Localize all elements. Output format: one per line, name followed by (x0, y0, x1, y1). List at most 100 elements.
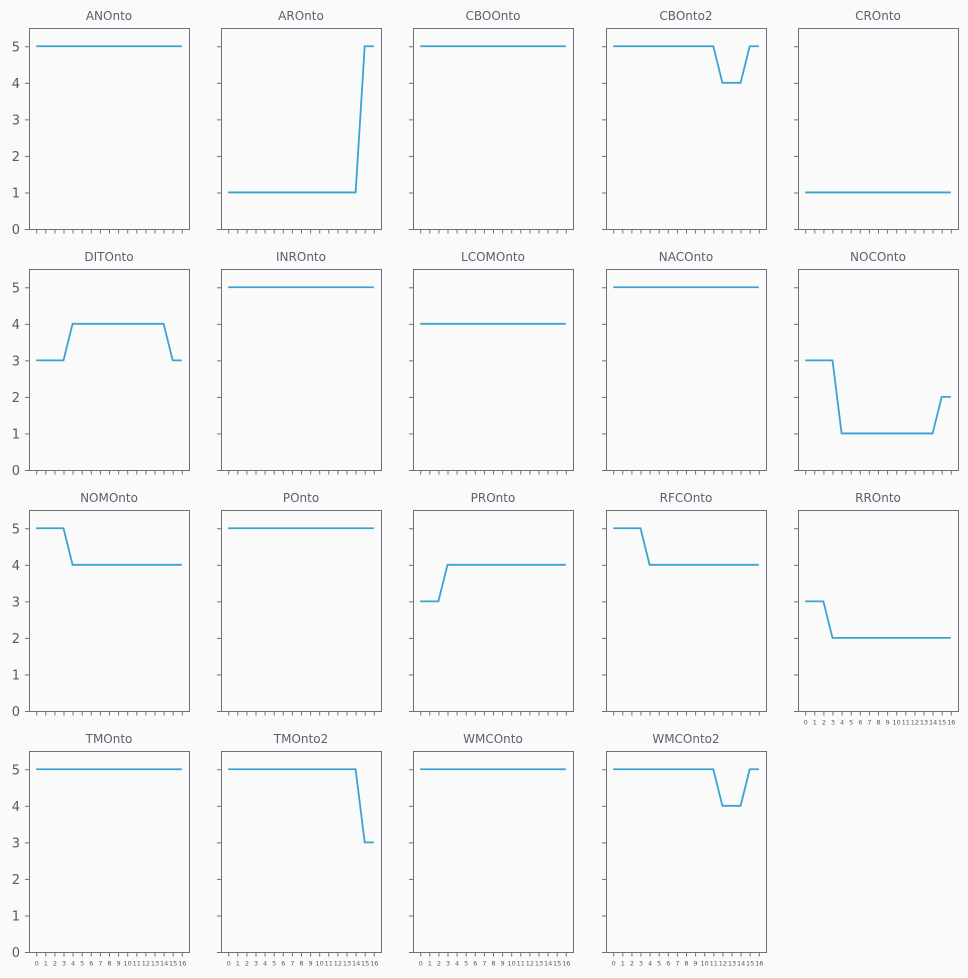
ytick-label: 1 (12, 909, 20, 924)
series-line (805, 359, 951, 435)
xtick-label: 13 (920, 719, 928, 727)
plot-frame (221, 269, 382, 471)
xtick-label: 10 (893, 719, 901, 727)
plot-frame (221, 510, 382, 712)
xtick-label: 8 (299, 960, 303, 968)
ytick-label: 3 (12, 113, 20, 128)
ytick-label: 2 (12, 873, 20, 888)
plot-frame (606, 269, 767, 471)
panel-nomonto: NOMOnto 0 1 2 3 4 5 (12, 491, 190, 720)
panel-aronto: AROnto (217, 9, 382, 234)
xtick-label: 2 (437, 960, 441, 968)
xtick-label: 7 (290, 960, 294, 968)
panel-title: LCOMOnto (461, 250, 525, 264)
xtick-label: 12 (334, 960, 342, 968)
ytick-label: 4 (12, 559, 20, 574)
xtick-label: 14 (160, 960, 168, 968)
xtick-label: 10 (316, 960, 324, 968)
panel-title: NACOnto (659, 250, 713, 264)
panel-noconto: NOCOnto (794, 250, 959, 475)
ytick-label: 4 (12, 318, 20, 333)
series-line (420, 563, 566, 603)
xtick-label: 6 (858, 719, 862, 727)
ytick-label: 3 (12, 595, 20, 610)
xtick-label: 10 (508, 960, 516, 968)
panel-rfconto: RFCOnto (602, 491, 767, 716)
panel-title: AROnto (278, 9, 324, 23)
xtick-label: 9 (117, 960, 121, 968)
ytick-label: 5 (12, 763, 20, 778)
xtick-label: 4 (648, 960, 652, 968)
panel-title: POnto (283, 491, 319, 505)
panel-lcomonto: LCOMOnto (409, 250, 574, 475)
panel-title: RROnto (855, 491, 901, 505)
xtick-label: 4 (263, 960, 267, 968)
plot-frame (413, 510, 574, 712)
plot-frame (413, 751, 574, 953)
xtick-label: 15 (938, 719, 946, 727)
plot-frame (29, 510, 190, 712)
xtick-label: 5 (80, 960, 84, 968)
series-line (36, 322, 182, 362)
xtick-label: 11 (902, 719, 910, 727)
xtick-label: 0 (612, 960, 616, 968)
xtick-label: 1 (813, 719, 817, 727)
xtick-label: 2 (245, 960, 249, 968)
series-line (36, 527, 182, 566)
xtick-label: 13 (728, 960, 736, 968)
xtick-label: 3 (639, 960, 643, 968)
panel-title: DITOnto (84, 250, 133, 264)
xtick-label: 10 (701, 960, 709, 968)
series-line (228, 768, 374, 844)
xtick-label: 14 (544, 960, 552, 968)
xtick-label: 12 (911, 719, 919, 727)
ytick-label: 0 (12, 705, 20, 720)
ytick-label: 1 (12, 668, 20, 683)
xtick-label: 7 (98, 960, 102, 968)
xtick-label: 7 (482, 960, 486, 968)
xtick-label: 3 (62, 960, 66, 968)
panel-title: CBOOnto (466, 9, 521, 23)
xtick-label: 16 (178, 960, 186, 968)
panel-title: PROnto (471, 491, 516, 505)
xtick-label: 9 (694, 960, 698, 968)
xtick-label: 3 (254, 960, 258, 968)
plot-frame (29, 28, 190, 230)
xtick-label: 11 (517, 960, 525, 968)
xtick-label: 4 (455, 960, 459, 968)
series-line (805, 600, 951, 639)
ytick-label: 5 (12, 40, 20, 55)
xtick-label: 5 (464, 960, 468, 968)
plot-frame (29, 269, 190, 471)
xtick-label: 11 (133, 960, 141, 968)
ytick-label: 1 (12, 186, 20, 201)
xtick-label: 0 (804, 719, 808, 727)
series-line (228, 45, 374, 194)
panel-cbonto2: CBOnto2 (602, 9, 767, 234)
xtick-label: 10 (124, 960, 132, 968)
panel-cboonto: CBOOnto (409, 9, 574, 234)
xtick-label: 5 (849, 719, 853, 727)
xtick-label: 6 (666, 960, 670, 968)
xtick-label: 6 (89, 960, 93, 968)
xtick-label: 15 (553, 960, 561, 968)
panel-ditonto: DITOnto 0 1 2 3 4 5 (12, 250, 190, 479)
xtick-label: 16 (755, 960, 763, 968)
panel-inronto: INROnto (217, 250, 382, 475)
series-line (613, 527, 759, 566)
ytick-label: 3 (12, 354, 20, 369)
xtick-label: 13 (151, 960, 159, 968)
ytick-label: 5 (12, 522, 20, 537)
panel-title: CROnto (855, 9, 901, 23)
ytick-label: 0 (12, 223, 20, 238)
xtick-label: 0 (419, 960, 423, 968)
xtick-label: 14 (929, 719, 937, 727)
xtick-label: 2 (53, 960, 57, 968)
plot-frame (221, 28, 382, 230)
ytick-label: 0 (12, 464, 20, 479)
panel-title: WMCOnto2 (652, 732, 719, 746)
